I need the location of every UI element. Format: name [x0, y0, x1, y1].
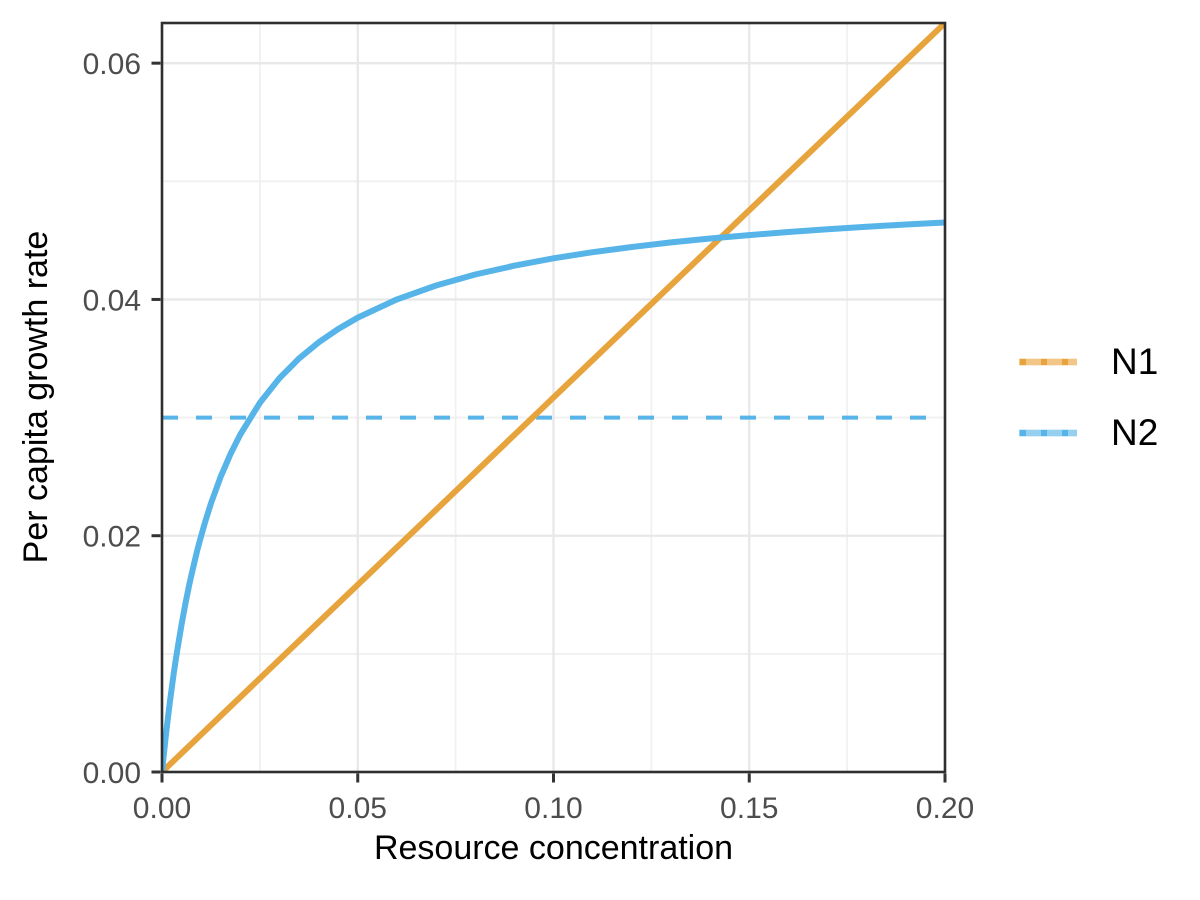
legend-key-n2-line-icon [1019, 429, 1077, 437]
legend-label-n2: N2 [1111, 412, 1159, 453]
legend-label-n1: N1 [1111, 341, 1159, 382]
x-axis-title: Resource concentration [373, 829, 734, 867]
panel-border [160, 21, 947, 774]
data-layer [162, 23, 945, 772]
y-tick-label: 0.04 [83, 284, 141, 317]
legend-key-n1-line-icon [1019, 358, 1077, 366]
series-line-n1 [162, 23, 945, 772]
y-tick-label: 0.02 [83, 521, 141, 554]
y-tick-label: 0.00 [83, 757, 141, 790]
x-tick-label: 0.15 [720, 792, 778, 825]
legend-item-n2: N2 [1018, 412, 1159, 453]
legend-item-n1: N1 [1018, 341, 1159, 382]
x-tick-label: 0.05 [329, 792, 387, 825]
series-line-n2 [162, 219, 945, 772]
x-tick-label: 0.10 [524, 792, 582, 825]
y-axis-title: Per capita growth rate [17, 230, 55, 564]
y-tick-label: 0.06 [83, 48, 141, 81]
legend: N1 N2 [1018, 341, 1159, 453]
x-tick-label: 0.00 [133, 792, 191, 825]
x-tick-label: 0.20 [916, 792, 974, 825]
